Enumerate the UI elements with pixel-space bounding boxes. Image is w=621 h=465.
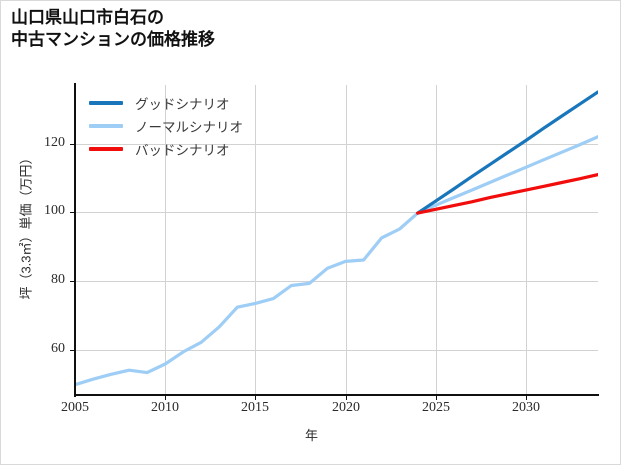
legend-item-normal[interactable]: ノーマルシナリオ	[89, 114, 243, 137]
legend-swatch-normal	[89, 123, 123, 128]
gridline-vertical	[346, 85, 347, 395]
gridline-horizontal	[75, 350, 598, 351]
x-tick-label: 2005	[61, 400, 89, 415]
legend-label-normal: ノーマルシナリオ	[135, 119, 243, 135]
legend-label-bad: バッドシナリオ	[135, 142, 230, 158]
plot-svg	[75, 90, 598, 387]
x-tick-mark	[255, 395, 256, 400]
gridline-horizontal	[75, 212, 598, 213]
legend-swatch-bad	[89, 146, 123, 151]
x-tick-mark	[165, 395, 166, 400]
y-axis-title: 坪（3.3㎡）単価（万円）	[18, 151, 34, 300]
plot-area	[75, 85, 598, 395]
gridline-horizontal	[75, 144, 598, 145]
y-tick-mark	[70, 350, 75, 351]
x-axis-line	[74, 394, 599, 396]
y-tick-mark	[70, 281, 75, 282]
gridline-vertical	[526, 85, 527, 395]
y-tick-mark	[70, 212, 75, 213]
gridline-vertical	[255, 85, 256, 395]
chart-legend: グッドシナリオ ノーマルシナリオ バッドシナリオ	[89, 91, 243, 160]
y-tick-label: 60	[51, 341, 65, 356]
y-tick-label: 100	[44, 203, 65, 218]
page-title: 山口県山口市白石の 中古マンションの価格推移	[11, 8, 215, 50]
gridline-horizontal	[75, 281, 598, 282]
series-line-ノーマルシナリオ	[75, 135, 598, 387]
y-tick-label: 80	[51, 272, 65, 287]
x-tick-mark	[526, 395, 527, 400]
gridline-vertical	[165, 85, 166, 395]
legend-label-good: グッドシナリオ	[135, 96, 230, 112]
y-axis-line	[74, 83, 76, 397]
y-tick-label: 120	[44, 135, 65, 150]
legend-swatch-good	[89, 100, 123, 105]
x-tick-label: 2010	[151, 400, 179, 415]
x-tick-label: 2025	[422, 400, 450, 415]
legend-item-good[interactable]: グッドシナリオ	[89, 91, 243, 114]
legend-item-bad[interactable]: バッドシナリオ	[89, 137, 243, 160]
series-line-グッドシナリオ	[416, 90, 598, 215]
x-tick-mark	[346, 395, 347, 400]
gridline-vertical	[436, 85, 437, 395]
y-tick-mark	[70, 144, 75, 145]
series-line-バッドシナリオ	[416, 172, 598, 215]
x-axis-title: 年	[304, 428, 318, 443]
x-tick-label: 2015	[241, 400, 269, 415]
x-tick-mark	[436, 395, 437, 400]
x-tick-label: 2020	[332, 400, 360, 415]
x-tick-label: 2030	[512, 400, 540, 415]
